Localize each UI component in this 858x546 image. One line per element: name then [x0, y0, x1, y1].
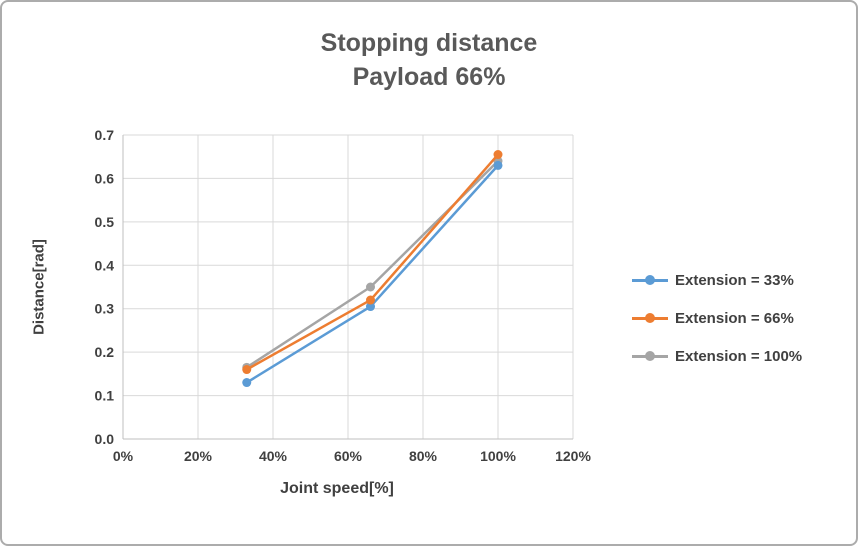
x-tick-label: 100% [480, 448, 516, 464]
y-tick-label: 0.4 [95, 257, 115, 273]
legend: Extension = 33% Extension = 66% Extension … [632, 268, 802, 382]
data-point-66 [366, 295, 375, 305]
y-tick-label: 0.7 [95, 127, 115, 143]
y-tick-label: 0.0 [95, 431, 115, 447]
data-point-66 [493, 150, 503, 160]
y-tick-label: 0.1 [95, 388, 115, 404]
x-axis-title: Joint speed[%] [280, 480, 394, 497]
legend-label: Extension = 66% [675, 309, 794, 327]
legend-marker-dot [645, 275, 655, 285]
legend-marker-dot [645, 351, 655, 361]
data-point-33 [242, 378, 252, 388]
series-line-66 [245, 153, 500, 371]
data-point-100 [366, 282, 375, 292]
plot-area: 0% 20% 40% 60% 80% 100% 120% 0.0 0.1 0.2 0.3 0.4 0.5… [95, 127, 592, 464]
chart-title-line1: Stopping distance [320, 29, 538, 57]
legend-marker-line [632, 275, 668, 285]
x-tick-label: 40% [259, 448, 288, 464]
y-axis-title: Distance[rad] [30, 239, 48, 335]
legend-marker-dot [645, 313, 655, 323]
legend-item: Extension = 100% [632, 344, 802, 368]
y-tick-label: 0.6 [95, 170, 115, 186]
data-point-33 [493, 160, 503, 170]
legend-item: Extension = 66% [632, 306, 802, 330]
legend-label: Extension = 100% [675, 347, 803, 365]
x-tick-label: 60% [334, 448, 363, 464]
x-tick-label: 0% [113, 448, 134, 464]
data-point-33 [366, 302, 375, 312]
legend-label: Extension = 33% [675, 271, 794, 289]
legend-item: Extension = 33% [632, 268, 802, 292]
chart-title: Stopping distance Payload 66% [2, 26, 856, 94]
legend-marker-line [632, 351, 668, 361]
x-tick-label: 120% [555, 448, 591, 464]
y-tick-label: 0.5 [95, 214, 115, 230]
series-line-100 [245, 159, 500, 369]
y-tick-label: 0.2 [95, 344, 115, 360]
y-tick-label: 0.3 [95, 301, 115, 317]
data-point-66 [242, 365, 252, 375]
chart-title-line2: Payload 66% [352, 63, 506, 91]
x-tick-label: 20% [184, 448, 213, 464]
legend-marker-line [632, 313, 668, 323]
x-tick-label: 80% [409, 448, 438, 464]
